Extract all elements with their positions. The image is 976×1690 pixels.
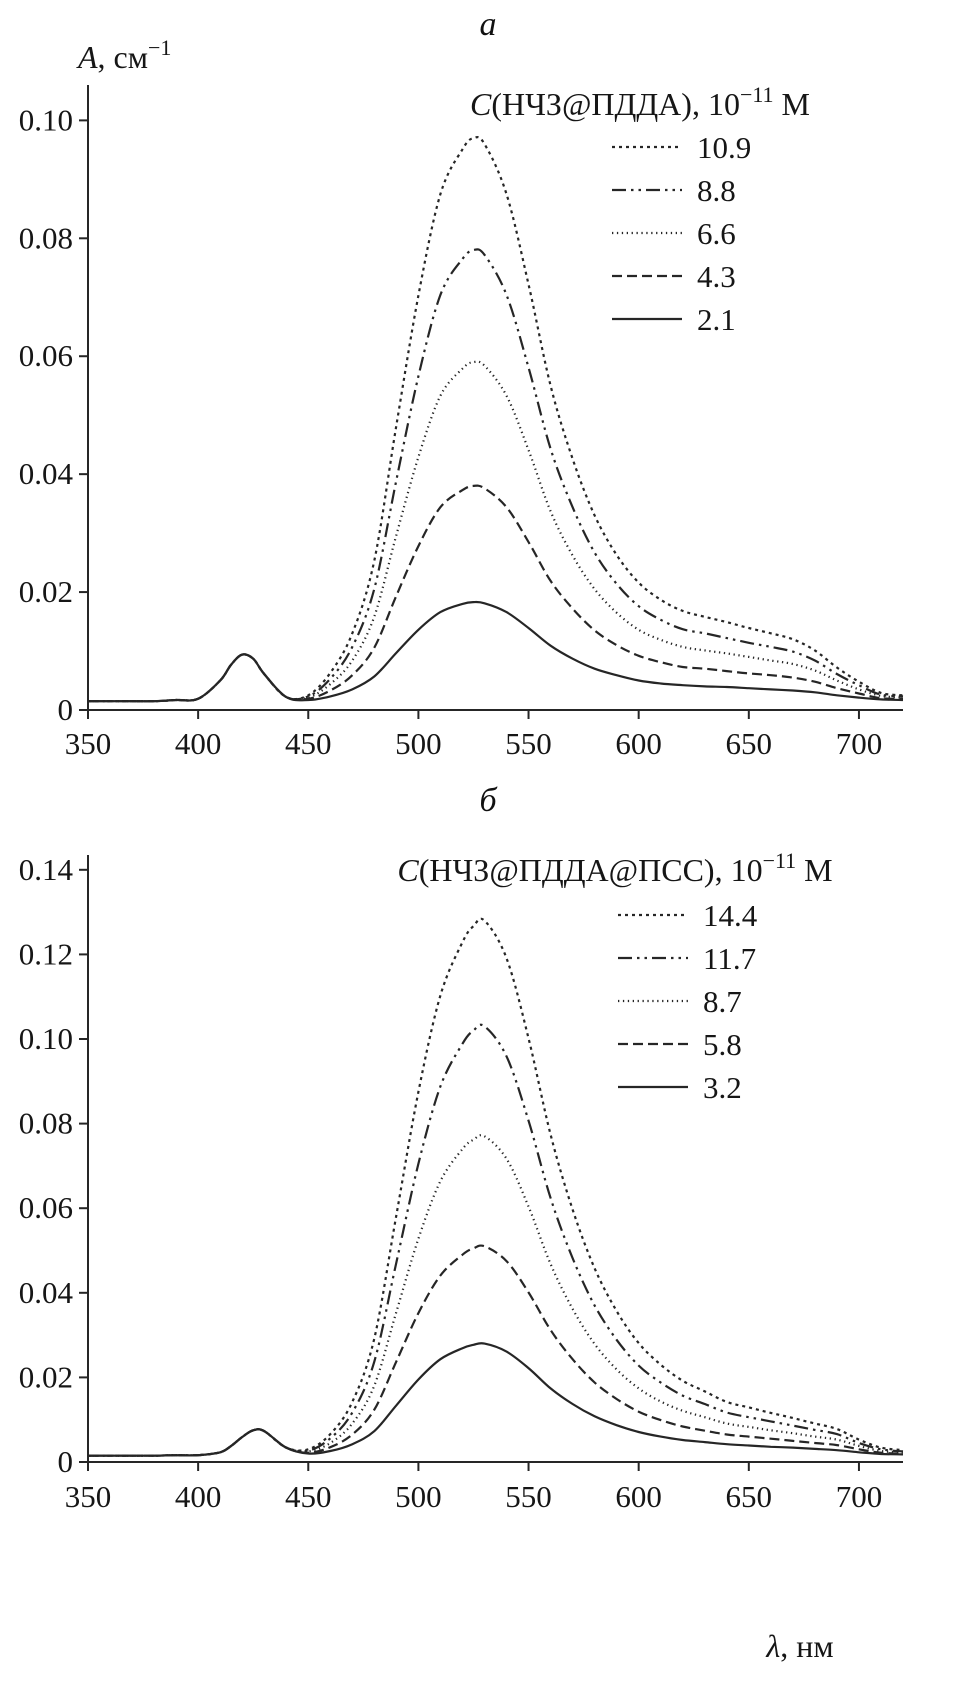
axes xyxy=(87,855,903,1463)
x-tick-label: 550 xyxy=(505,1479,552,1514)
legend-entry-label: 6.6 xyxy=(697,216,736,251)
y-tick-label: 0.04 xyxy=(19,456,74,491)
x-tick-label: 600 xyxy=(615,1479,662,1514)
x-tick-label: 700 xyxy=(836,1479,883,1514)
axes xyxy=(87,85,903,711)
y-tick-label: 0.04 xyxy=(19,1275,74,1310)
x-tick-label: 500 xyxy=(395,726,442,761)
x-axis-label: λ, нм xyxy=(765,1628,833,1664)
legend-entry-label: 8.8 xyxy=(697,173,736,208)
legend-entry-label: 11.7 xyxy=(703,941,756,976)
x-tick-label: 450 xyxy=(285,726,332,761)
y-tick-label: 0.08 xyxy=(19,1106,73,1141)
y-tick-label: 0.02 xyxy=(19,574,73,609)
y-tick-label: 0.10 xyxy=(19,1021,73,1056)
x-tick-label: 450 xyxy=(285,1479,332,1514)
y-tick-label: 0.12 xyxy=(19,936,73,971)
x-tick-label: 650 xyxy=(726,1479,773,1514)
spectrum-curve-10.9 xyxy=(87,135,904,703)
x-tick-label: 700 xyxy=(836,726,883,761)
legend-title: C(НЧЗ@ПДДА), 10−11 М xyxy=(470,82,810,122)
legend-entry-label: 4.3 xyxy=(697,259,736,294)
legend-entry-label: 2.1 xyxy=(697,302,736,337)
x-tick-label: 350 xyxy=(65,1479,112,1514)
y-tick-label: 0.06 xyxy=(19,1190,73,1225)
x-tick-label: 600 xyxy=(615,726,662,761)
legend-entry-label: 3.2 xyxy=(703,1070,742,1105)
legend-title: C(НЧЗ@ПДДА@ПСС), 10−11 М xyxy=(397,848,832,888)
y-axis-label: A, см−1 xyxy=(76,35,171,75)
legend-entry-label: 10.9 xyxy=(697,130,751,165)
x-tick-label: 400 xyxy=(175,1479,222,1514)
spectrum-curve-8.7 xyxy=(88,1134,904,1457)
legend-entry-label: 8.7 xyxy=(703,984,742,1019)
panel-a-label: а xyxy=(479,6,497,43)
y-tick-label: 0 xyxy=(58,1444,74,1479)
absorbance-chart-a: 0 0.02 0.04 0.06 0.08 0.10 350 400 450 500 550 600 6… xyxy=(19,35,904,761)
spectrum-curve-11.7 xyxy=(88,1023,904,1457)
spectrum-curve-2.1 xyxy=(87,600,904,703)
legend-entry-label: 5.8 xyxy=(703,1027,742,1062)
x-tick-label: 650 xyxy=(726,726,773,761)
spectrum-curve-8.8 xyxy=(87,248,904,703)
x-tick-label: 400 xyxy=(175,726,222,761)
absorbance-chart-b: 0 0.02 0.04 0.06 0.08 0.10 0.12 0.14 350 400 450 50… xyxy=(19,848,904,1664)
spectrum-curve-6.6 xyxy=(87,360,904,703)
y-tick-label: 0.08 xyxy=(19,220,73,255)
spectrum-curve-3.2 xyxy=(88,1342,904,1457)
x-tick-label: 500 xyxy=(395,1479,442,1514)
y-tick-label: 0.02 xyxy=(19,1359,73,1394)
legend-entry-label: 14.4 xyxy=(703,898,758,933)
panel-b-label: б xyxy=(479,782,497,819)
y-tick-label: 0.14 xyxy=(19,852,74,887)
y-tick-label: 0.06 xyxy=(19,338,73,373)
x-tick-label: 550 xyxy=(505,726,552,761)
y-tick-label: 0 xyxy=(58,692,74,727)
x-tick-label: 350 xyxy=(65,726,112,761)
spectrum-curve-4.3 xyxy=(87,484,904,703)
y-tick-label: 0.10 xyxy=(19,102,73,137)
spectrum-curve-14.4 xyxy=(88,917,904,1457)
